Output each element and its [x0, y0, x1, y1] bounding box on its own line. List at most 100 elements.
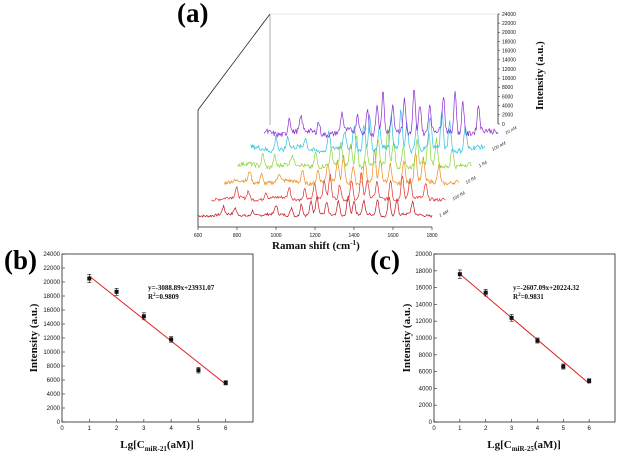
- intensity-z-tick-label: 14000: [502, 58, 516, 64]
- panel-c-y-tick-label: 0: [429, 420, 433, 426]
- panel-b-x-tick-label: 6: [224, 426, 228, 432]
- panel-b-y-tick-label: 4000: [47, 392, 61, 398]
- panel-c-x-tick-label: 4: [536, 426, 540, 432]
- intensity-z-tick-label: 22000: [502, 21, 516, 27]
- raman-x-tick-label: 800: [233, 233, 242, 239]
- spectrum-line: [250, 109, 486, 155]
- panel-b-y-tick-label: 16000: [43, 308, 60, 314]
- panel-b-x-tick-label: 0: [60, 426, 64, 432]
- raman-x-label: Raman shift (cm-1): [272, 239, 360, 252]
- intensity-z-tick-label: 16000: [502, 48, 516, 54]
- spectrum-line: [197, 195, 433, 218]
- panel-b-data-point: [223, 380, 228, 385]
- panel-a-label: (a): [177, 0, 208, 28]
- panel-c-equation: y=-2607.09x+20224.32: [513, 284, 580, 292]
- panel-b-x-tick-label: 4: [169, 426, 173, 432]
- intensity-z-tick-label: 8000: [502, 85, 513, 91]
- intensity-z-tick-label: 20000: [502, 30, 516, 36]
- panel-c-x-tick-label: 5: [562, 426, 566, 432]
- panel-b-mir21-calibration: (b) 0 1 2 3 4 5 6 0 2000 4000 6000 8000 10000 12000 14…: [4, 245, 254, 453]
- panel-c-data-point: [587, 378, 592, 383]
- box-top-left-edge: [197, 13, 271, 111]
- panel-b-data-point: [114, 289, 119, 294]
- raman-x-tick-label: 1400: [348, 233, 359, 239]
- intensity-z-label: Intensity (a.u.): [534, 41, 546, 110]
- panel-c-y-tick-label: 14000: [415, 302, 432, 308]
- panel-c-y-tick-label: 6000: [419, 370, 433, 376]
- panel-b-y-tick-label: 8000: [47, 364, 61, 370]
- panel-b-equation: y=-3088.89x+23931.07: [148, 284, 215, 292]
- panel-b-y-tick-label: 22000: [43, 266, 60, 272]
- panel-b-xlabel: Lg[CmiR-21(aM)]: [120, 439, 194, 453]
- panel-c-y-tick-label: 2000: [419, 403, 433, 409]
- panel-c-data-point: [561, 364, 566, 369]
- panel-c-xlabel: Lg[CmiR-25(aM)]: [487, 439, 561, 453]
- panel-b-x-tick-label: 1: [88, 426, 92, 432]
- panel-b-x-tick-label: 2: [115, 426, 119, 432]
- raman-x-tick-label: 600: [194, 233, 203, 239]
- panel-b-y-tick-label: 6000: [47, 378, 61, 384]
- panel-c-mir25-calibration: (c) 0 1 2 3 4 5 6 0 2000 4000 6000 8000 10000 12000 14…: [370, 245, 616, 453]
- panel-b-data-point: [196, 368, 201, 373]
- spectrum-line: [263, 89, 499, 139]
- panel-b-label: (b): [4, 245, 37, 275]
- panel-c-y-tick-label: 8000: [419, 353, 433, 359]
- intensity-z-tick-label: 6000: [502, 94, 513, 100]
- panel-b-x-tick-label: 5: [197, 426, 201, 432]
- panel-c-x-tick-label: 2: [484, 426, 488, 432]
- concentration-label: 100 aM: [491, 140, 507, 152]
- panel-c-frame: [433, 253, 616, 423]
- panel-b-data-point: [87, 276, 92, 281]
- panel-b-y-tick-label: 24000: [43, 252, 60, 258]
- panel-c-ylabel: Intensity (a.u.): [401, 303, 413, 372]
- concentration-label: 10 fM: [465, 175, 478, 185]
- spectrum-line: [211, 172, 446, 203]
- panel-c-x-tick-label: 1: [458, 426, 462, 432]
- intensity-z-tick-label: 12000: [502, 67, 516, 73]
- panel-b-y-tick-label: 10000: [43, 350, 60, 356]
- intensity-z-tick-label: 4000: [502, 103, 513, 109]
- panel-b-y-tick-label: 0: [57, 420, 61, 426]
- concentration-label: 1 aM: [438, 209, 449, 218]
- intensity-z-tick-label: 0: [502, 122, 505, 128]
- raman-x-ticks: 600 800 1000 1200 1400 1600 1800: [194, 227, 438, 239]
- panel-c-ticks: 0 1 2 3 4 5 6 0 2000 4000 6000 8000 10000 12000 14000 1…: [415, 252, 591, 432]
- panel-b-y-tick-label: 20000: [43, 280, 60, 286]
- panel-c-y-tick-label: 16000: [415, 286, 432, 292]
- raman-x-tick-label: 1600: [387, 233, 398, 239]
- concentration-label: 10 nM: [504, 125, 518, 135]
- panel-b-r2: R2=0.9809: [148, 293, 179, 301]
- concentration-label: 100 fM: [451, 190, 466, 201]
- spectrum-line: [237, 128, 472, 171]
- intensity-z-tick-label: 18000: [502, 39, 516, 45]
- panel-c-fit-line: [459, 273, 590, 384]
- panel-c-r2: R2=0.9831: [513, 293, 544, 301]
- panel-b-marks: [87, 273, 228, 386]
- intensity-z-tick-label: 10000: [502, 76, 516, 82]
- panel-b-data-point: [141, 314, 146, 319]
- panel-b-ticks: 0 1 2 3 4 5 6 0 2000 4000 6000 8000 10000 12000 14000 1…: [43, 252, 228, 432]
- panel-c-y-tick-label: 12000: [415, 319, 432, 325]
- raman-x-tick-label: 1800: [426, 233, 437, 239]
- panel-c-data-point: [509, 315, 514, 320]
- raman-x-tick-label: 1200: [309, 233, 320, 239]
- panel-c-y-tick-label: 4000: [419, 386, 433, 392]
- panel-b-y-tick-label: 14000: [43, 322, 60, 328]
- intensity-z-ticks: 0 2000 4000 6000 8000 10000 12000 14000 16000 180…: [498, 12, 516, 128]
- spectrum-line: [224, 149, 459, 187]
- raman-spectra: [197, 89, 499, 218]
- panel-c-marks: [457, 269, 592, 384]
- panel-b-fit-line: [88, 275, 227, 385]
- panel-c-y-tick-label: 10000: [415, 336, 432, 342]
- panel-c-y-tick-label: 18000: [415, 269, 432, 275]
- panel-b-data-point: [169, 337, 174, 342]
- panel-b-ylabel: Intensity (a.u.): [28, 303, 40, 372]
- concentration-label: 1 fM: [478, 160, 488, 169]
- panel-c-x-tick-label: 3: [510, 426, 514, 432]
- panel-b-y-tick-label: 18000: [43, 294, 60, 300]
- panel-a-raman-3d: (a) 600 800 1000 1200 1400 1600 1800 0 2000 4000…: [177, 0, 546, 252]
- panel-c-label: (c): [370, 245, 400, 275]
- raman-x-tick-label: 1000: [270, 233, 281, 239]
- panel-c-x-tick-label: 0: [432, 426, 436, 432]
